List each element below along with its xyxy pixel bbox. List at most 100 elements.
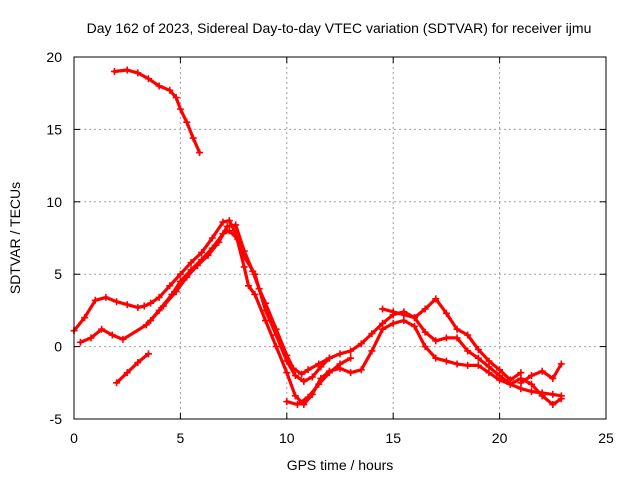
data-point [134, 304, 142, 312]
data-point [144, 75, 152, 83]
data-point [225, 217, 233, 225]
y-tick-label: 20 [46, 49, 62, 65]
data-point [272, 343, 280, 351]
data-point [142, 321, 150, 329]
data-point [304, 393, 312, 401]
y-tick-label: 5 [54, 266, 62, 282]
data-point [300, 401, 308, 409]
data-point [215, 238, 223, 246]
data-point [289, 364, 297, 372]
data-point [147, 299, 155, 307]
data-point [549, 374, 557, 382]
data-point [123, 369, 131, 377]
data-point [187, 259, 195, 267]
data-point [421, 343, 429, 351]
data-point [155, 82, 163, 90]
data-point [298, 370, 306, 378]
data-point [91, 296, 99, 304]
data-point [283, 398, 291, 406]
data-point [464, 347, 472, 355]
series-arc-d [147, 221, 333, 378]
data-point [223, 222, 231, 230]
data-point [464, 361, 472, 369]
data-point [249, 267, 257, 275]
data-point [166, 282, 174, 290]
series-layer [70, 66, 565, 409]
series-arc-a [70, 217, 565, 409]
axis-ticks [73, 56, 607, 420]
data-point [232, 221, 240, 229]
data-point [549, 390, 557, 398]
data-point [183, 118, 191, 126]
data-point [557, 395, 565, 403]
series-line [72, 219, 563, 407]
data-point [528, 372, 536, 380]
series-arc-f [379, 295, 525, 384]
data-point [528, 387, 536, 395]
data-point [315, 380, 323, 388]
data-point [557, 360, 565, 368]
data-point [389, 319, 397, 327]
data-point [291, 372, 299, 380]
data-point [172, 288, 180, 296]
data-point [432, 354, 440, 362]
data-point [76, 338, 84, 346]
data-point [485, 357, 493, 365]
data-point [272, 325, 280, 333]
data-point [549, 401, 557, 409]
data-point [251, 290, 259, 298]
data-point [496, 366, 504, 374]
data-point [368, 347, 376, 355]
x-tick-label: 5 [177, 430, 185, 446]
data-point [379, 319, 387, 327]
data-point [442, 309, 450, 317]
data-point [357, 366, 365, 374]
series-line [519, 362, 563, 385]
data-point [400, 311, 408, 319]
chart-title: Day 162 of 2023, Sidereal Day-to-day VTE… [87, 20, 592, 36]
series-arc-c [113, 350, 152, 387]
series-arc-g [517, 360, 565, 387]
data-point [410, 322, 418, 330]
data-point [134, 359, 142, 367]
data-point [193, 262, 201, 270]
x-tick-labels: 0 5 10 15 20 25 [70, 430, 614, 446]
data-point [291, 392, 299, 400]
series-arc-high [110, 66, 204, 157]
data-point [347, 347, 355, 355]
series-line [149, 223, 331, 376]
data-point [474, 361, 482, 369]
data-point [123, 66, 131, 74]
y-tick-label: 15 [46, 121, 62, 137]
data-point [81, 314, 89, 322]
data-point [134, 69, 142, 77]
data-point [453, 334, 461, 342]
data-point [368, 330, 376, 338]
data-point [172, 94, 180, 102]
data-point [347, 369, 355, 377]
data-point [528, 380, 536, 388]
data-point [421, 328, 429, 336]
data-point [183, 273, 191, 281]
series-arc-e [283, 354, 355, 409]
data-point [189, 134, 197, 142]
data-point [240, 247, 248, 255]
data-point [432, 295, 440, 303]
x-tick-label: 10 [279, 430, 295, 446]
data-point [219, 218, 227, 226]
data-point [442, 334, 450, 342]
y-tick-label: -5 [50, 411, 63, 427]
data-point [102, 293, 110, 301]
data-point [315, 360, 323, 368]
data-point [240, 263, 248, 271]
grid [74, 57, 606, 419]
data-point [300, 377, 308, 385]
series-line [114, 352, 151, 385]
data-point [432, 337, 440, 345]
data-point [453, 325, 461, 333]
data-point [196, 149, 204, 157]
data-point [113, 379, 121, 387]
data-point [538, 392, 546, 400]
data-point [262, 317, 270, 325]
